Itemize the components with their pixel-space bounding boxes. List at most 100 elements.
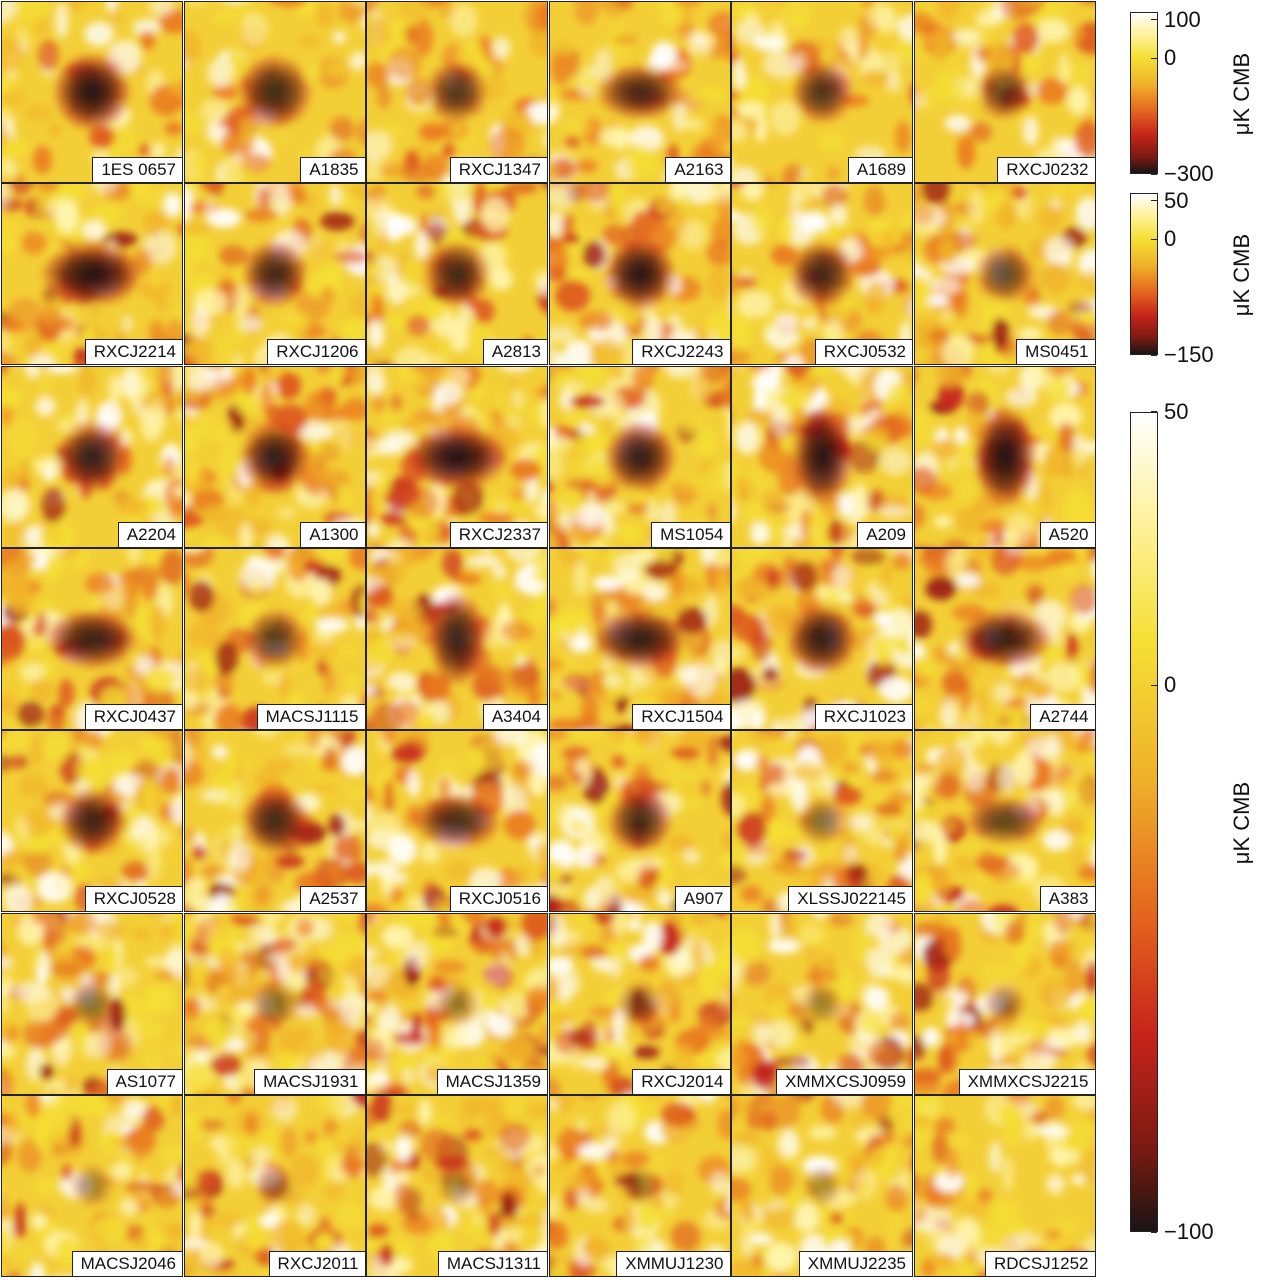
- sz-decrement: [606, 788, 673, 855]
- cluster-name-label: XMMUJ1230: [616, 1250, 730, 1276]
- cluster-panel: MACSJ2046: [1, 1094, 183, 1277]
- cluster-name-label: A1689: [847, 157, 912, 182]
- cluster-name-label: MS1054: [651, 521, 730, 547]
- cluster-panel: A1300: [183, 365, 366, 548]
- colorbar-tick-mark: [1151, 238, 1157, 241]
- cluster-panel: XMMUJ2235: [731, 1094, 913, 1277]
- sz-map: [2, 1095, 182, 1276]
- cluster-name-label: XLSSJ022145: [788, 886, 912, 912]
- sz-map: [732, 1095, 912, 1276]
- cluster-name-label: RXCJ0532: [814, 339, 912, 365]
- sz-map: [367, 184, 547, 365]
- sz-decrement: [789, 59, 855, 125]
- colorbar: [1130, 412, 1158, 1232]
- cluster-panel: RXCJ1206: [183, 183, 366, 366]
- cluster-panel: RXCJ2014: [548, 912, 731, 1095]
- sz-map: [2, 913, 182, 1094]
- cluster-panel: RXCJ0516: [366, 730, 548, 913]
- colorbar-tick-label: −300: [1164, 161, 1214, 186]
- cluster-name-label: A2204: [117, 521, 182, 547]
- sz-decrement: [412, 793, 502, 850]
- colorbar-tick-mark: [1151, 18, 1157, 21]
- colorbar-tick-label: −100: [1164, 1219, 1214, 1244]
- sz-decrement: [52, 52, 132, 132]
- cluster-panel: RXCJ1504: [548, 547, 731, 730]
- cluster-panel: RDCSJ1252: [913, 1094, 1096, 1277]
- cluster-panel: MACSJ1359: [366, 912, 548, 1095]
- sz-map: [549, 913, 730, 1094]
- cluster-name-label: MS0451: [1016, 339, 1095, 365]
- sz-map: [732, 731, 912, 912]
- cluster-name-label: MACSJ1115: [256, 703, 365, 729]
- colorbar-tick-mark: [1151, 173, 1157, 175]
- sz-decrement: [974, 244, 1035, 305]
- sz-map: [549, 2, 730, 182]
- sz-map: [184, 731, 365, 912]
- cluster-name-label: A2813: [482, 339, 547, 365]
- sz-decrement: [67, 979, 117, 1028]
- cluster-name-label: MACSJ1359: [436, 1068, 547, 1094]
- cluster-name-label: RXCJ2014: [632, 1068, 730, 1094]
- sz-decrement: [619, 1165, 660, 1206]
- colorbar-tick-mark: [1151, 354, 1157, 356]
- cluster-panel: RXCJ0532: [731, 183, 913, 366]
- colorbar-tick-mark: [1151, 684, 1157, 687]
- cluster-panel: RXCJ2011: [183, 1094, 366, 1277]
- sz-map: [549, 548, 730, 729]
- colorbar-tick-label: 0: [1164, 672, 1177, 698]
- sz-map: [549, 366, 730, 547]
- cluster-name-label: A3404: [482, 703, 547, 729]
- cluster-name-label: MACSJ2046: [71, 1250, 182, 1276]
- sz-map: [2, 366, 182, 547]
- sz-map: [549, 1095, 730, 1276]
- cluster-name-label: 1ES 0657: [92, 157, 182, 182]
- cluster-panel: A2813: [366, 183, 548, 366]
- sz-map: [367, 913, 547, 1094]
- sz-map: [367, 1095, 547, 1276]
- cluster-panel: AS1077: [1, 912, 183, 1095]
- cluster-name-label: XMMXCSJ0959: [776, 1068, 912, 1094]
- cluster-panel: XMMXCSJ0959: [731, 912, 913, 1095]
- sz-decrement: [243, 607, 306, 670]
- sz-map: [914, 913, 1095, 1094]
- cluster-name-label: A907: [674, 886, 730, 912]
- cluster-panel: A2537: [183, 730, 366, 913]
- cluster-name-label: XMMUJ2235: [798, 1250, 912, 1276]
- sz-decrement: [964, 795, 1045, 847]
- colorbar-tick-label: 0: [1164, 226, 1177, 252]
- cluster-name-label: A383: [1039, 886, 1095, 912]
- cluster-name-label: RDCSJ1252: [985, 1250, 1095, 1276]
- cluster-panel: RXCJ2214: [1, 183, 183, 366]
- colorbar-tick-label: 100: [1164, 6, 1201, 32]
- sz-decrement: [436, 1165, 478, 1206]
- sz-map: [732, 184, 912, 365]
- sz-decrement: [422, 240, 492, 309]
- sz-decrement: [250, 979, 299, 1028]
- cluster-panel: A3404: [366, 547, 548, 730]
- cluster-name-label: RXCJ0528: [84, 886, 182, 912]
- sz-map: [367, 731, 547, 912]
- sz-map: [914, 548, 1095, 729]
- sz-map: [549, 184, 730, 365]
- cluster-map-grid: 1ES 0657 A1835 RXCJ1347 A2163 A1689 RXCJ0232 R…: [1, 1, 1096, 1278]
- sz-decrement: [238, 420, 311, 493]
- cluster-name-label: XMMXCSJ2215: [958, 1068, 1095, 1094]
- cluster-panel: A2204: [1, 365, 183, 548]
- colorbar: [1130, 193, 1158, 355]
- colorbar-unit-label: μK CMB: [1229, 233, 1254, 317]
- cluster-panel: MS0451: [913, 183, 1096, 366]
- cluster-name-label: MACSJ1311: [437, 1250, 547, 1276]
- sz-decrement: [797, 796, 847, 846]
- sz-decrement: [55, 420, 129, 493]
- sz-decrement: [424, 59, 490, 125]
- cluster-panel: RXCJ1347: [366, 1, 548, 183]
- colorbar-tick-mark: [1151, 411, 1157, 413]
- sz-decrement: [785, 602, 859, 676]
- colorbar-tick-mark: [1151, 199, 1157, 202]
- cluster-panel: A209: [731, 365, 913, 548]
- colorbar-tick-label: 0: [1164, 45, 1177, 71]
- cluster-name-label: A209: [857, 521, 912, 547]
- cluster-name-label: RXCJ1023: [814, 703, 912, 729]
- cluster-name-label: RXCJ1504: [632, 703, 730, 729]
- sz-map: [2, 184, 182, 365]
